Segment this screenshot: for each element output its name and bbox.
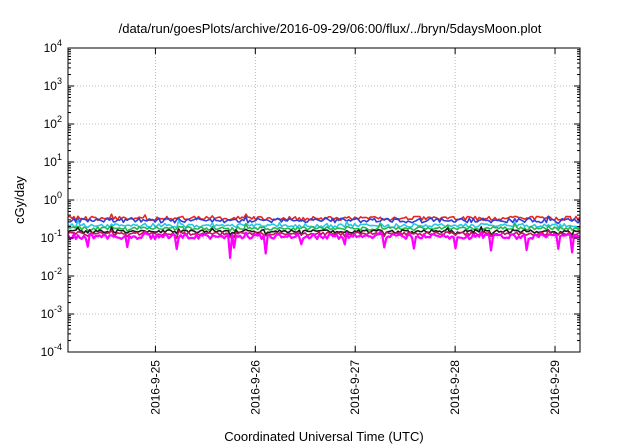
y-tick-label: 102 (44, 114, 62, 131)
y-tick-label: 100 (44, 190, 62, 207)
y-tick-label: 10-3 (41, 304, 62, 321)
grid (68, 48, 580, 352)
series-line (67, 222, 581, 233)
x-tick-label: 2016-9-27 (348, 360, 362, 415)
x-tick-label: 2016-9-29 (548, 360, 562, 415)
x-axis-label: Coordinated Universal Time (UTC) (224, 429, 423, 444)
y-tick-label: 101 (44, 152, 62, 169)
series-line (67, 226, 581, 236)
y-tick-label: 10-2 (41, 266, 62, 283)
series-line (67, 230, 581, 259)
chart-title: /data/run/goesPlots/archive/2016-09-29/0… (119, 21, 542, 36)
series-lines (67, 213, 581, 259)
y-tick-label: 10-4 (41, 342, 62, 359)
y-axis: 10-4 10-3 10-2 10-1 100 101 102 103 104 (41, 38, 580, 359)
y-axis-label: cGy/day (12, 176, 27, 224)
x-tick-label: 2016-9-28 (448, 360, 462, 415)
series-line (67, 215, 581, 225)
x-axis: 2016-9-25 2016-9-26 2016-9-27 2016-9-28 2016… (148, 48, 562, 415)
x-tick-label: 2016-9-25 (148, 360, 162, 415)
y-tick-label: 104 (44, 38, 62, 55)
x-tick-label: 2016-9-26 (248, 360, 262, 415)
y-tick-label: 10-1 (41, 228, 62, 245)
series-line (67, 219, 581, 229)
y-tick-label: 103 (44, 76, 62, 93)
